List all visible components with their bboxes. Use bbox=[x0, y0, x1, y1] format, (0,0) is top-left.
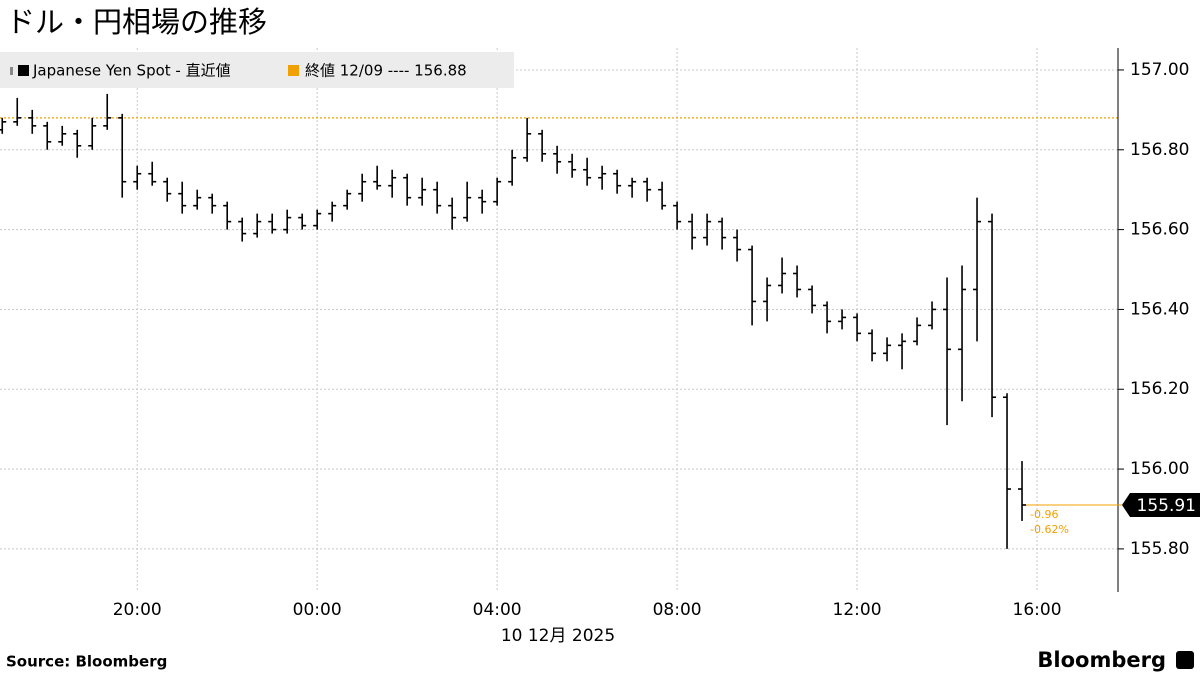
x-tick-label: 20:00 bbox=[113, 600, 162, 620]
source: Source: Bloomberg bbox=[6, 653, 167, 671]
legend: Japanese Yen Spot - 直近値 終値 12/09 ---- 15… bbox=[0, 52, 514, 88]
y-tick-label: 156.40 bbox=[1130, 299, 1189, 319]
x-tick-label: 04:00 bbox=[473, 600, 522, 620]
logo: Bloomberg bbox=[1037, 648, 1166, 672]
y-tick-label: 157.00 bbox=[1130, 60, 1189, 80]
y-tick-label: 155.80 bbox=[1130, 539, 1189, 559]
annotation: -0.96 bbox=[1030, 508, 1058, 521]
legend-swatch bbox=[288, 65, 299, 76]
chart-title: ドル・円相場の推移 bbox=[6, 5, 267, 39]
logo-icon bbox=[1176, 651, 1194, 669]
legend-background bbox=[0, 52, 514, 88]
date-label: 10 12月 2025 bbox=[501, 626, 615, 646]
legend-swatch bbox=[18, 65, 29, 76]
legend-icon bbox=[10, 67, 13, 75]
last-price-label: 155.91 bbox=[1137, 496, 1196, 516]
y-tick-label: 156.00 bbox=[1130, 459, 1189, 479]
x-tick-label: 08:00 bbox=[653, 600, 702, 620]
x-tick-label: 12:00 bbox=[833, 600, 882, 620]
annotation: -0.62% bbox=[1030, 523, 1069, 536]
x-tick-label: 00:00 bbox=[293, 600, 342, 620]
y-tick-label: 156.80 bbox=[1130, 140, 1189, 160]
legend-label: Japanese Yen Spot - 直近値 bbox=[32, 62, 231, 80]
last-price-box bbox=[1122, 492, 1200, 517]
x-tick-label: 16:00 bbox=[1013, 600, 1062, 620]
y-tick-label: 156.20 bbox=[1130, 379, 1189, 399]
y-tick-label: 156.60 bbox=[1130, 220, 1189, 240]
legend-label: 終値 12/09 ---- 156.88 bbox=[305, 62, 467, 80]
